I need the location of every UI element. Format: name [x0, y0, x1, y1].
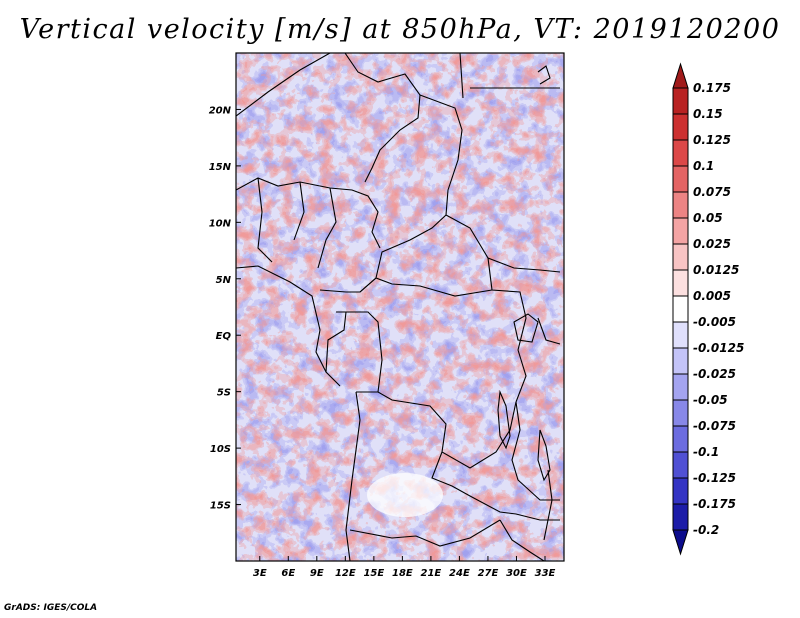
colorbar-label: 0.075 [693, 185, 731, 199]
colorbar-label: -0.175 [693, 497, 736, 511]
colorbar-label: 0.175 [693, 81, 731, 95]
colorbar-box [672, 451, 689, 479]
map-frame [235, 52, 565, 562]
longitude-axis: 3E 6E 9E 12E 15E 18E 21E 24E 27E 30E 33E [253, 556, 556, 579]
colorbar-box [672, 165, 689, 193]
colorbar-box [672, 477, 689, 505]
colorbar-box [672, 191, 689, 219]
colorbar-box [672, 347, 689, 375]
colorbar-label: 0.125 [693, 133, 731, 147]
grads-credit: GrADS: IGES/COLA [4, 603, 98, 613]
colorbar-label: 0.005 [693, 289, 731, 303]
colorbar-label: -0.025 [693, 367, 736, 381]
colorbar-box [672, 243, 689, 271]
colorbar-label: -0.05 [693, 393, 728, 407]
colorbar-box [672, 139, 689, 167]
lon-label: 18E [392, 568, 413, 579]
colorbar-label: 0.05 [693, 211, 723, 225]
lon-label: 30E [506, 568, 527, 579]
colorbar-label: -0.125 [693, 471, 736, 485]
colorbar-box [672, 321, 689, 349]
colorbar-box [672, 295, 689, 323]
lat-label: 5N [216, 275, 232, 286]
lon-label: 12E [335, 568, 356, 579]
lat-label: 10S [210, 444, 231, 455]
lon-label: 24E [449, 568, 470, 579]
colorbar-label: -0.2 [693, 523, 719, 537]
country-borders [236, 53, 561, 561]
lat-label: 15S [210, 501, 231, 512]
lon-label: 21E [421, 568, 442, 579]
lon-label: 33E [535, 568, 556, 579]
colorbar-label: -0.005 [693, 315, 736, 329]
lat-label: 20N [209, 105, 232, 116]
lon-label: 9E [310, 568, 324, 579]
map-title: Vertical velocity [m/s] at 850hPa, VT: 2… [19, 14, 781, 45]
lat-label: 10N [209, 218, 232, 229]
lat-label: EQ [216, 331, 232, 342]
colorbar-box [672, 373, 689, 401]
lon-label: 3E [253, 568, 267, 579]
colorbar-box [672, 217, 689, 245]
velocity-field [236, 53, 564, 561]
colorbar-label: 0.0125 [693, 263, 739, 277]
colorbar-label: -0.075 [693, 419, 736, 433]
latitude-axis: 20N 15N 10N 5N EQ 5S 10S 15S [209, 105, 241, 512]
lat-label: 15N [209, 162, 232, 173]
colorbar-label: 0.025 [693, 237, 731, 251]
colorbar-box [672, 87, 689, 115]
colorbar: 0.175 0.15 0.125 0.1 0.075 0.05 0.025 0.0125 0.0… [672, 62, 744, 556]
colorbar-box [672, 113, 689, 141]
lon-label: 6E [281, 568, 295, 579]
colorbar-label: -0.0125 [693, 341, 744, 355]
colorbar-label: 0.15 [693, 107, 723, 121]
lon-label: 15E [363, 568, 384, 579]
colorbar-max-arrow [672, 62, 689, 89]
colorbar-label: 0.1 [693, 159, 714, 173]
lat-label: 5S [217, 388, 231, 399]
colorbar-box [672, 399, 689, 427]
lon-label: 27E [478, 568, 499, 579]
colorbar-label: -0.1 [693, 445, 719, 459]
colorbar-box [672, 425, 689, 453]
colorbar-box [672, 503, 689, 531]
colorbar-min-arrow [672, 529, 689, 556]
colorbar-box [672, 269, 689, 297]
